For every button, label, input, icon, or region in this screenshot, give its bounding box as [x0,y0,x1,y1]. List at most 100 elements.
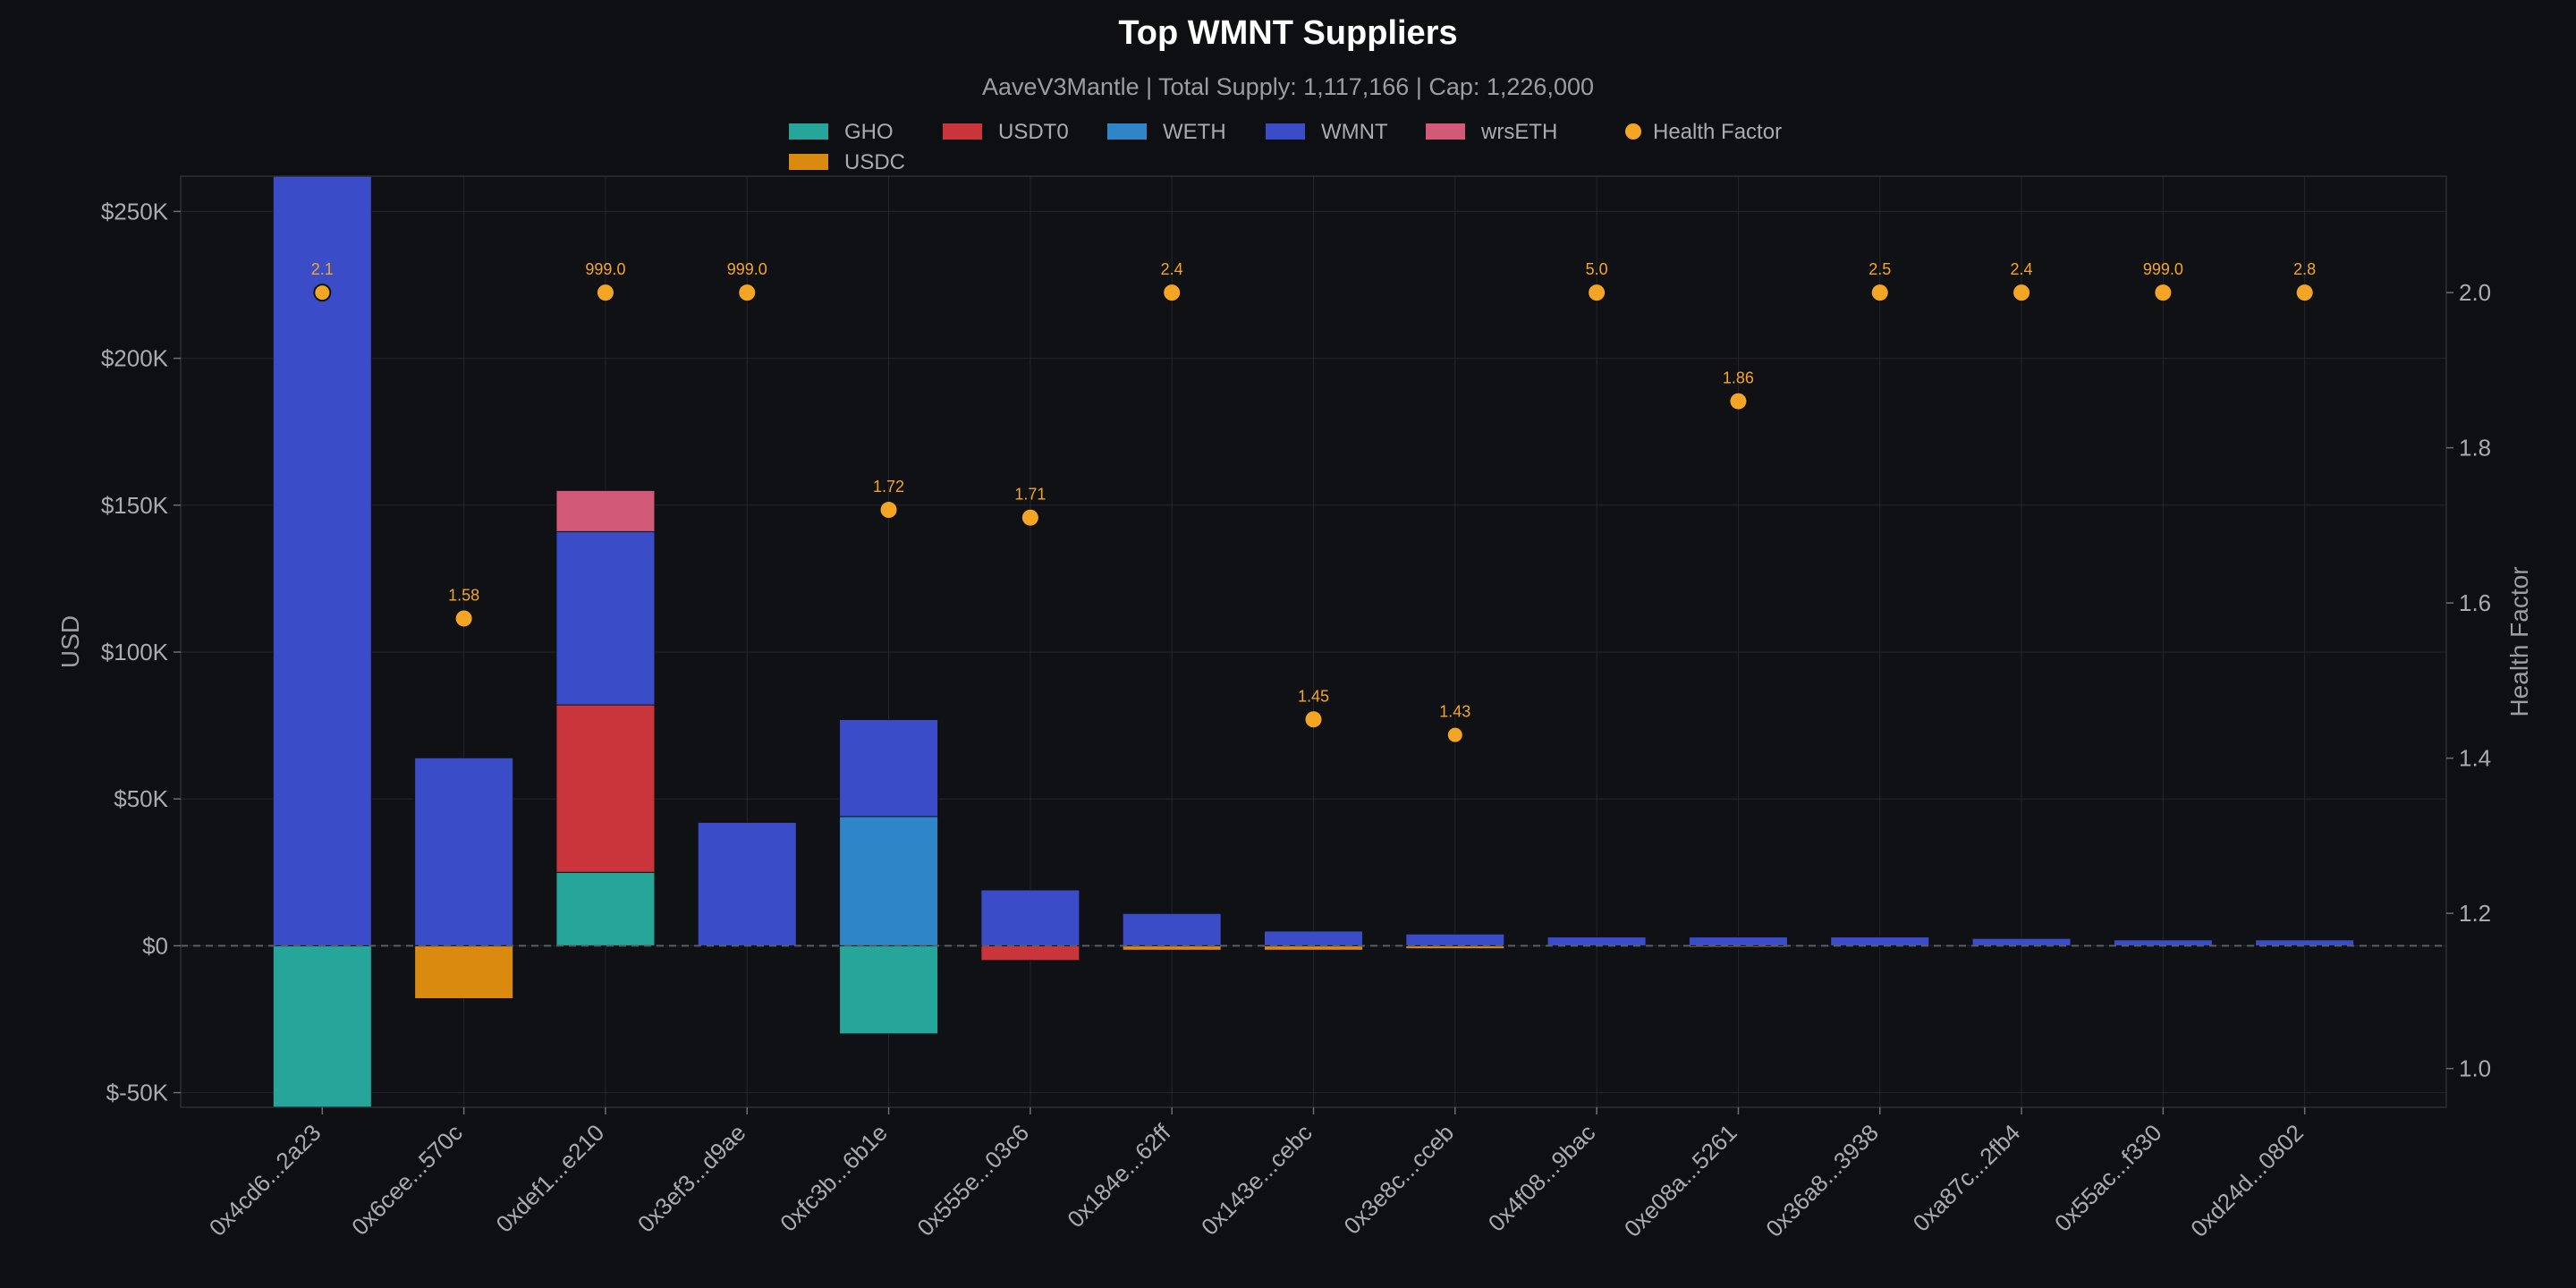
x-tick-label: 0x3e8c...cceb [1338,1119,1459,1240]
health-factor-point-6 [1164,284,1181,301]
y-tick-label: $0 [142,932,168,959]
bar-usdc-8 [1405,945,1505,950]
health-factor-point-5 [1021,509,1038,526]
bar-wrseth-2 [555,489,656,532]
health-factor-series: 2.1 1.58 999.0 999.0 1.72 1.71 2.4 1.45 1.43 5.0 1… [311,260,2316,744]
bar-usdc-1 [414,945,514,999]
x-tick-label: 0xa87c...2fb4 [1908,1119,2026,1237]
legend-swatch-wmnt [1266,123,1305,140]
bar-weth-4 [839,816,939,946]
legend-swatch-gho [789,123,828,140]
y2-tick-label: 1.2 [2459,900,2491,927]
health-factor-point-2 [597,284,614,301]
health-factor-point-14 [2296,284,2313,301]
health-factor-label-11: 2.5 [1868,260,1891,278]
x-tick-label: 0x55ac...f330 [2049,1119,2167,1237]
y-tick-label: $250K [101,198,169,225]
health-factor-point-0 [313,284,332,302]
bar-wmnt-9 [1546,936,1647,946]
y2-tick-label: 2.0 [2459,279,2491,306]
bar-wmnt-6 [1122,912,1222,946]
x-tick-label: 0x184e...62ff [1062,1118,1176,1233]
x-tick-label: 0xdef1...e210 [491,1119,610,1238]
y-axis-title: USD [56,615,84,668]
x-tick-label: 0x36a8...3938 [1760,1119,1884,1242]
health-factor-label-8: 1.43 [1439,703,1470,721]
health-factor-label-6: 2.4 [1161,260,1183,278]
y2-tick-label: 1.8 [2459,435,2491,462]
bar-gho-0 [272,945,372,1108]
health-factor-label-5: 1.71 [1014,486,1046,504]
health-factor-point-1 [455,610,472,627]
y-tick-label: $200K [101,345,169,372]
bar-wmnt-8 [1405,933,1505,946]
bar-wmnt-11 [1830,936,1930,946]
health-factor-point-9 [1589,284,1606,301]
health-factor-label-3: 999.0 [727,260,767,278]
legend-swatch-usdt0 [943,123,982,140]
x-tick-label: 0x555e...03c6 [911,1119,1034,1241]
legend-label-wmnt: WMNT [1321,120,1388,144]
legend-label-health-factor: Health Factor [1653,120,1782,144]
bar-stacks [272,175,2355,1108]
x-tick-label: 0x4cd6...2a23 [204,1119,326,1241]
health-factor-label-14: 2.8 [2293,260,2316,278]
health-factor-point-10 [1730,393,1747,410]
health-factor-label-4: 1.72 [873,478,904,496]
health-factor-label-13: 999.0 [2143,260,2183,278]
health-factor-point-11 [1871,284,1888,301]
y-tick-label: $50K [114,785,168,812]
y2-axis-title: Health Factor [2505,566,2533,716]
legend-label-gho: GHO [844,120,894,144]
bar-wmnt-1 [414,757,514,946]
bar-wmnt-14 [2255,939,2355,946]
health-factor-label-0: 2.1 [311,260,334,278]
health-factor-point-12 [2013,284,2030,301]
x-tick-label: 0xe08a...5261 [1619,1119,1742,1242]
legend-label-usdt0: USDT0 [998,120,1069,144]
health-factor-label-9: 5.0 [1586,260,1608,278]
x-tick-label: 0x6cee...570c [346,1119,468,1241]
bar-wmnt-2 [555,530,656,706]
health-factor-label-7: 1.45 [1298,687,1329,705]
bar-wmnt-5 [980,889,1080,946]
grid-lines [181,176,2446,1107]
bar-wmnt-4 [839,719,939,818]
health-factor-label-12: 2.4 [2011,260,2033,278]
bar-gho-2 [555,871,656,946]
health-factor-label-2: 999.0 [585,260,625,278]
y-tick-label: $150K [101,492,169,519]
y2-tick-label: 1.4 [2459,745,2491,772]
chart-subtitle: AaveV3Mantle | Total Supply: 1,117,166 |… [981,73,1594,100]
legend-swatch-wrseth [1426,123,1465,140]
chart-title: Top WMNT Suppliers [1118,14,1458,52]
bar-wmnt-0 [272,175,372,946]
y2-tick-label: 1.6 [2459,589,2491,616]
health-factor-label-1: 1.58 [448,586,479,604]
legend-swatch-usdc [789,154,828,170]
bar-wmnt-3 [697,821,797,946]
health-factor-point-13 [2155,284,2172,301]
health-factor-label-10: 1.86 [1723,369,1754,387]
health-factor-point-4 [880,502,897,519]
x-tick-label: 0xfc3b...6b1e [775,1119,893,1237]
legend-swatch-health-factor [1625,123,1641,140]
legend-label-usdc: USDC [844,150,905,174]
x-tick-label: 0xd24d...0802 [2185,1119,2309,1242]
bar-usdt0-5 [980,945,1080,962]
legend: GHO USDT0 WETH WMNT wrsETH Health Factor USDC [789,120,1782,174]
y-tick-label: $-50K [106,1080,169,1106]
legend-label-wrseth: wrsETH [1480,120,1557,144]
x-tick-label: 0x3ef3...d9ae [632,1119,751,1238]
y2-tick-label: 1.0 [2459,1055,2491,1082]
bar-wmnt-12 [1971,937,2072,946]
bar-usdt0-2 [555,704,656,873]
bar-wmnt-10 [1688,936,1788,946]
health-factor-point-3 [739,284,756,301]
x-tick-label: 0x143e...cebc [1196,1119,1318,1241]
bar-gho-4 [839,945,939,1035]
y-tick-label: $100K [101,639,169,665]
x-tick-label: 0x4f08...9bac [1483,1119,1601,1237]
bar-wmnt-7 [1264,930,1363,946]
